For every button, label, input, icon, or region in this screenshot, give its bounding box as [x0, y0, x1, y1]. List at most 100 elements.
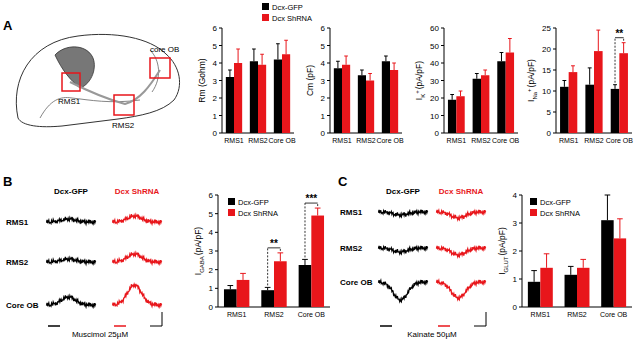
y-tick-label: 2 [213, 94, 218, 103]
error-bar [240, 273, 246, 280]
error-bar [475, 74, 479, 79]
x-tick-label: Core OB [268, 137, 296, 144]
bulb-contour [150, 50, 159, 92]
y-tick [553, 91, 556, 92]
y-tick-label: 4 [209, 228, 214, 237]
legend-swatch [228, 198, 235, 205]
stimulus-bar [48, 325, 60, 327]
legend-label: Dcx-GFP [540, 198, 571, 207]
error-bar [459, 91, 463, 96]
y-tick [215, 269, 218, 270]
bar [569, 72, 578, 133]
y-axis-label: IGLUT(pA/pF) [497, 227, 509, 275]
legend-label: Dcx-GFP [272, 3, 303, 12]
error-bar [228, 70, 232, 77]
bar [601, 220, 613, 307]
bar [456, 96, 464, 133]
legend-label: Dcx ShRNA [238, 209, 278, 218]
y-tick-label: 0 [547, 129, 552, 138]
rms-path [70, 70, 160, 104]
significance-label: ** [270, 238, 278, 249]
y-tick [519, 307, 522, 308]
y-tick-label: 20 [542, 45, 551, 54]
y-label-sup: + [526, 88, 532, 92]
figure: ABCRMS1RMS2core OB0123456Rm (Gohm)RMS1RM… [0, 0, 640, 341]
bar [390, 70, 398, 133]
error-bar [260, 54, 264, 65]
panel-label: B [3, 174, 12, 189]
y-tick [553, 133, 556, 134]
y-tick-label: 0 [513, 303, 518, 312]
y-tick [441, 45, 444, 46]
bar-chart: 0123456IGABA(pA/pF)RMS1RMS2Core OB***** [193, 191, 330, 318]
y-tick-label: 3 [213, 77, 218, 86]
y-tick-label: 5 [209, 210, 214, 219]
marks [224, 208, 324, 307]
legend: Dcx-GFPDcx ShRNA [262, 3, 312, 23]
y-tick-label: 4 [513, 191, 518, 200]
bar [448, 100, 456, 133]
stimulus-bar [114, 325, 126, 327]
y-tick [519, 251, 522, 252]
significance-label: *** [305, 193, 317, 204]
y-tick-label: 3 [321, 77, 326, 86]
stimulus-bar [438, 325, 450, 327]
bar-chart: 0123456Rm (Gohm)RMS1RMS2Core OB [197, 24, 296, 144]
x-tick-label: Core OB [298, 311, 326, 318]
y-label-sup: + [414, 90, 420, 94]
x-tick-label: RMS1 [227, 311, 247, 318]
legend-swatch [530, 209, 537, 216]
x-tick-label: RMS1 [531, 311, 551, 318]
current-trace [436, 246, 486, 257]
y-tick-label: 2 [209, 266, 214, 275]
marks [528, 195, 626, 307]
error-bar [613, 85, 617, 89]
error-bar [531, 271, 537, 282]
y-tick [219, 133, 222, 134]
error-bar [315, 208, 321, 215]
trace-panel: Dcx-GFPDcx ShRNARMS1RMS2Core OBMuscimol … [6, 187, 162, 339]
significance-bracket [304, 203, 305, 257]
y-tick-label: 10 [542, 87, 551, 96]
bar [614, 238, 626, 307]
y-label-unit: (pA/pF) [193, 227, 203, 256]
current-trace [46, 217, 96, 224]
y-tick [441, 28, 444, 29]
y-tick [219, 63, 222, 64]
y-tick [553, 49, 556, 50]
current-trace [378, 246, 428, 254]
bar [274, 60, 282, 134]
x-tick-label: RMS2 [264, 311, 284, 318]
current-trace [378, 280, 428, 302]
current-trace [112, 252, 162, 264]
y-tick [553, 112, 556, 113]
y-label-sub: GLUT [503, 256, 509, 272]
error-bar [580, 259, 586, 267]
marks [334, 56, 398, 133]
y-tick [327, 98, 330, 99]
y-axis-label: INa+(pA/pF) [526, 59, 538, 102]
error-bar [276, 44, 280, 60]
y-tick-label: 10 [430, 112, 439, 121]
y-tick-label: 0 [435, 129, 440, 138]
y-tick [519, 195, 522, 196]
error-bar [450, 95, 454, 100]
significance-bracket [267, 248, 268, 286]
hippocampus [55, 47, 94, 88]
error-bar [622, 43, 626, 54]
scale-bar [150, 312, 162, 326]
bar-chart: 0102030405060IK+(pA/pF)RMS1RMS2Core OB [414, 24, 520, 144]
panel-label: C [338, 174, 348, 189]
x-tick-label: RMS2 [471, 137, 491, 144]
error-bar [500, 53, 504, 62]
legend-swatch [262, 3, 269, 10]
y-tick [219, 28, 222, 29]
y-axis-label: Rm (Gohm) [197, 58, 207, 103]
bar-chart: 01234IGLUT(pA/pF)RMS1RMS2Core OB [497, 191, 632, 318]
marks [226, 40, 290, 133]
error-bar [265, 287, 271, 290]
y-axis [556, 28, 557, 133]
bar [250, 61, 258, 133]
bar [382, 61, 390, 133]
error-bar [605, 195, 611, 220]
